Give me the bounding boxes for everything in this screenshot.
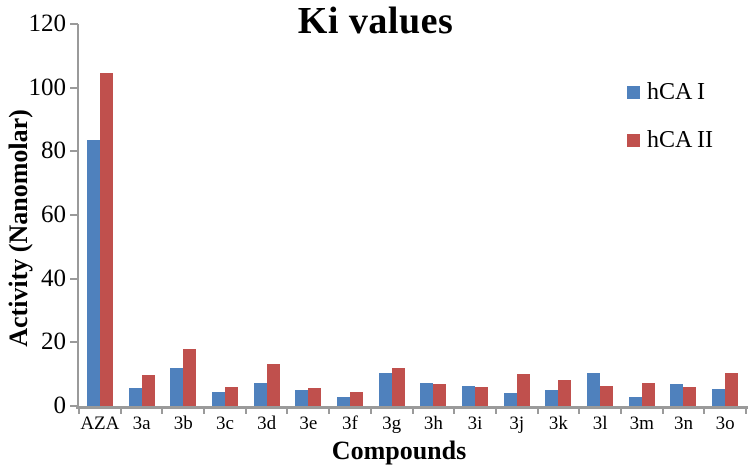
bar-hca-ii-3i: [475, 387, 489, 406]
bar-hca-i-3a: [128, 388, 142, 406]
x-tick: [619, 409, 622, 414]
x-tick: [286, 409, 289, 414]
bar-hca-i-3m: [628, 397, 642, 406]
y-tick-label: 20: [41, 328, 66, 356]
bar-hca-i-aza: [86, 140, 100, 406]
x-tick-label: 3f: [342, 413, 358, 434]
x-tick: [578, 409, 581, 414]
bar-hca-i-3i: [462, 386, 476, 406]
bar-hca-i-3k: [545, 390, 559, 406]
bar-hca-ii-3d: [266, 364, 280, 406]
x-tick: [244, 409, 247, 414]
bar-hca-i-3g: [378, 373, 392, 406]
bar-hca-ii-3g: [391, 368, 405, 406]
y-tick-label: 100: [28, 73, 67, 101]
y-tick: [70, 341, 78, 344]
bar-hca-i-3e: [295, 390, 309, 406]
legend-item: hCA II: [627, 127, 713, 154]
x-tick-label: 3e: [299, 413, 318, 434]
x-tick-label: 3n: [673, 413, 693, 434]
x-tick: [661, 409, 664, 414]
x-axis-line: [76, 406, 748, 409]
y-tick: [70, 277, 78, 280]
bar-hca-ii-3f: [349, 392, 363, 406]
legend: hCA I hCA II: [627, 79, 713, 175]
bar-hca-ii-3j: [516, 374, 530, 406]
legend-label: hCA II: [647, 127, 713, 153]
bar-hca-ii-3o: [725, 373, 739, 406]
x-tick: [745, 409, 747, 414]
chart-title: Ki values: [297, 0, 454, 42]
x-tick: [536, 409, 539, 414]
x-tick-label: 3j: [509, 413, 525, 434]
y-tick: [70, 23, 78, 25]
y-axis-line: [77, 24, 79, 407]
x-tick: [161, 409, 164, 414]
x-tick-label: 3k: [548, 413, 568, 434]
x-tick-label: 3d: [257, 413, 277, 434]
bar-hca-ii-3c: [224, 387, 238, 406]
bar-hca-ii-3n: [683, 387, 697, 406]
x-tick: [203, 409, 206, 414]
x-tick: [453, 409, 456, 414]
y-tick: [70, 150, 78, 153]
x-tick: [119, 409, 122, 414]
legend-item: hCA I: [627, 79, 713, 106]
x-tick: [78, 409, 80, 414]
x-tick-label: 3l: [592, 413, 608, 434]
x-tick-label: AZA: [80, 413, 120, 434]
x-axis-title: Compounds: [331, 436, 467, 465]
x-tick-label: 3i: [467, 413, 483, 434]
x-tick: [411, 409, 414, 414]
bar-hca-ii-3l: [600, 386, 614, 406]
x-tick-label: 3o: [715, 413, 735, 434]
bar-hca-ii-3a: [141, 375, 155, 406]
bar-hca-i-3l: [587, 373, 601, 406]
bar-hca-ii-3k: [558, 380, 572, 406]
x-tick: [703, 409, 706, 414]
bar-hca-i-3o: [712, 389, 726, 406]
bar-hca-ii-3b: [183, 349, 197, 406]
bar-hca-i-3c: [211, 392, 225, 406]
x-tick-label: 3g: [382, 413, 402, 434]
y-tick-label: 60: [41, 201, 66, 228]
bar-hca-i-3d: [253, 383, 267, 406]
bar-hca-ii-3h: [433, 384, 447, 406]
bar-hca-ii-3m: [641, 383, 655, 406]
x-tick: [494, 409, 497, 414]
y-tick-label: 80: [41, 137, 66, 165]
x-tick-label: 3m: [629, 413, 654, 434]
bar-hca-ii-aza: [99, 73, 113, 406]
plot-area: [79, 24, 746, 406]
x-tick-label: 3a: [132, 413, 151, 434]
legend-label: hCA I: [647, 79, 706, 105]
y-tick: [70, 214, 78, 216]
x-tick-label: 3b: [173, 413, 193, 434]
bar-hca-i-3n: [670, 384, 684, 406]
y-tick-label: 40: [41, 264, 66, 292]
bar-hca-i-3j: [503, 393, 517, 406]
y-tick: [70, 86, 78, 89]
y-tick: [70, 405, 78, 407]
y-tick-label: 0: [53, 392, 67, 419]
bar-hca-i-3f: [336, 397, 350, 406]
legend-swatch-hca-i: [627, 86, 640, 99]
legend-swatch-hca-ii: [627, 134, 640, 147]
x-tick: [369, 409, 372, 414]
x-tick: [328, 409, 331, 414]
x-tick-label: 3c: [215, 413, 234, 434]
bar-hca-i-3b: [170, 368, 184, 406]
bar-hca-i-3h: [420, 383, 434, 406]
x-tick-label: 3h: [423, 413, 443, 434]
y-tick-label: 120: [28, 10, 67, 37]
bar-hca-ii-3e: [308, 388, 322, 406]
